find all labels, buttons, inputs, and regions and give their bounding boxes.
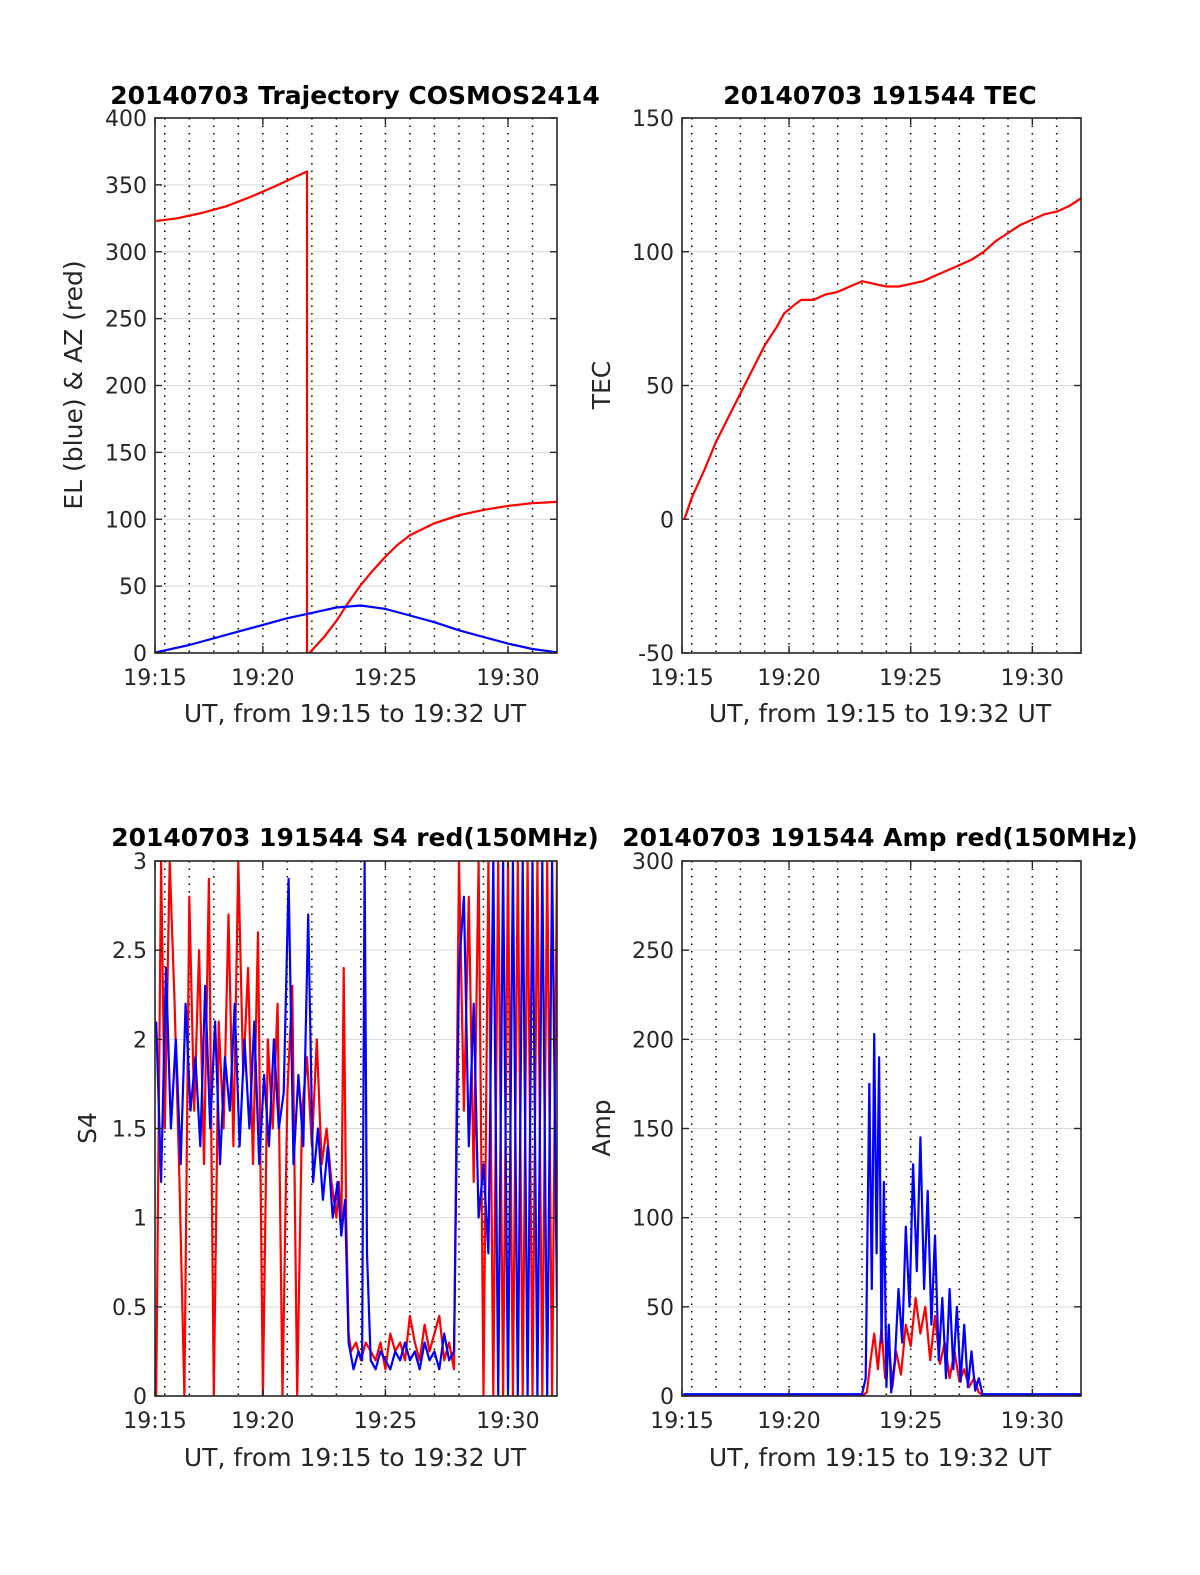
plot-area: 0 50 100 150 200 250 300 19:15 19:20 19:25 19:30 — [632, 850, 1082, 1434]
y-tick-label: 0 — [660, 1385, 674, 1410]
series-line — [683, 1032, 1081, 1396]
chart-title: 20140703 191544 Amp red(150MHz) — [622, 823, 1138, 852]
y-tick-label: 0 — [133, 642, 147, 667]
chart-title: 20140703 191544 TEC — [723, 81, 1036, 110]
series-line — [156, 170, 557, 653]
y-axis-label: EL (blue) & AZ (red) — [59, 260, 88, 509]
y-axis-label: Amp — [587, 1099, 616, 1156]
x-tick-label: 19:15 — [650, 1409, 713, 1434]
y-tick-label: 250 — [105, 308, 147, 333]
y-tick-label: 400 — [105, 107, 147, 132]
y-tick-label: 50 — [646, 1296, 674, 1321]
x-tick-label: 19:20 — [231, 1409, 294, 1434]
x-axis-label: UT, from 19:15 to 19:32 UT — [709, 699, 1052, 728]
y-tick-label: 50 — [646, 375, 674, 400]
y-tick-label: 200 — [632, 1028, 674, 1053]
x-tick-label: 19:25 — [354, 666, 417, 691]
y-tick-label: 100 — [632, 241, 674, 266]
x-tick-label: 19:30 — [1001, 666, 1064, 691]
x-tick-label: 19:15 — [650, 666, 713, 691]
y-tick-label: 150 — [105, 441, 147, 466]
y-tick-label: 1.5 — [112, 1118, 147, 1143]
y-tick-label: 50 — [119, 575, 147, 600]
x-tick-label: 19:25 — [879, 1409, 942, 1434]
plot-area: -50 0 50 100 150 19:15 19:20 19:25 19:30 — [632, 107, 1082, 691]
y-tick-label: 3 — [133, 850, 147, 875]
y-tick-label: 2 — [133, 1028, 147, 1053]
panel-s4: 20140703 191544 S4 red(150MHz) UT, from … — [73, 823, 599, 1472]
x-tick-label: 19:15 — [123, 1409, 186, 1434]
series-line — [683, 197, 1081, 520]
y-tick-label: 300 — [632, 850, 674, 875]
y-axis-label: S4 — [73, 1112, 102, 1144]
y-tick-label: 0 — [133, 1385, 147, 1410]
x-tick-label: 19:20 — [757, 666, 820, 691]
series-line — [155, 604, 557, 653]
x-tick-label: 19:25 — [354, 1409, 417, 1434]
x-tick-label: 19:20 — [757, 1409, 820, 1434]
panel-trajectory: 20140703 Trajectory COSMOS2414 UT, from … — [59, 81, 600, 728]
series-line — [683, 1296, 1081, 1396]
y-tick-label: 350 — [105, 174, 147, 199]
plot-area: 0 50 100 150 200 250 300 350 400 19:15 19:20 19:25 1… — [105, 107, 558, 691]
y-tick-label: 2.5 — [112, 939, 147, 964]
y-tick-label: 200 — [105, 375, 147, 400]
x-tick-label: 19:25 — [879, 666, 942, 691]
y-tick-label: 0 — [660, 508, 674, 533]
y-tick-label: 100 — [632, 1207, 674, 1232]
y-tick-label: 1 — [133, 1207, 147, 1232]
panel-tec: 20140703 191544 TEC UT, from 19:15 to 19… — [587, 81, 1082, 728]
x-axis-label: UT, from 19:15 to 19:32 UT — [184, 699, 527, 728]
x-tick-label: 19:15 — [123, 666, 186, 691]
y-tick-label: 300 — [105, 241, 147, 266]
y-tick-label: 150 — [632, 107, 674, 132]
y-tick-label: 100 — [105, 508, 147, 533]
x-axis-label: UT, from 19:15 to 19:32 UT — [184, 1443, 527, 1472]
y-tick-label: 250 — [632, 939, 674, 964]
series-line — [155, 861, 557, 1396]
x-tick-label: 19:20 — [231, 666, 294, 691]
y-tick-label: 0.5 — [112, 1296, 147, 1321]
series-line — [155, 861, 557, 1396]
chart-title: 20140703 191544 S4 red(150MHz) — [111, 823, 599, 852]
plot-area: 0 0.5 1 1.5 2 2.5 3 19:15 19:20 19:25 19:30 — [112, 850, 558, 1434]
y-axis-label: TEC — [587, 361, 616, 411]
x-tick-label: 19:30 — [476, 666, 539, 691]
x-tick-label: 19:30 — [476, 1409, 539, 1434]
y-tick-label: 150 — [632, 1118, 674, 1143]
y-tick-label: -50 — [638, 642, 674, 667]
x-tick-label: 19:30 — [1001, 1409, 1064, 1434]
panel-amp: 20140703 191544 Amp red(150MHz) UT, from… — [587, 823, 1138, 1472]
x-axis-label: UT, from 19:15 to 19:32 UT — [709, 1443, 1052, 1472]
chart-title: 20140703 Trajectory COSMOS2414 — [110, 81, 600, 110]
